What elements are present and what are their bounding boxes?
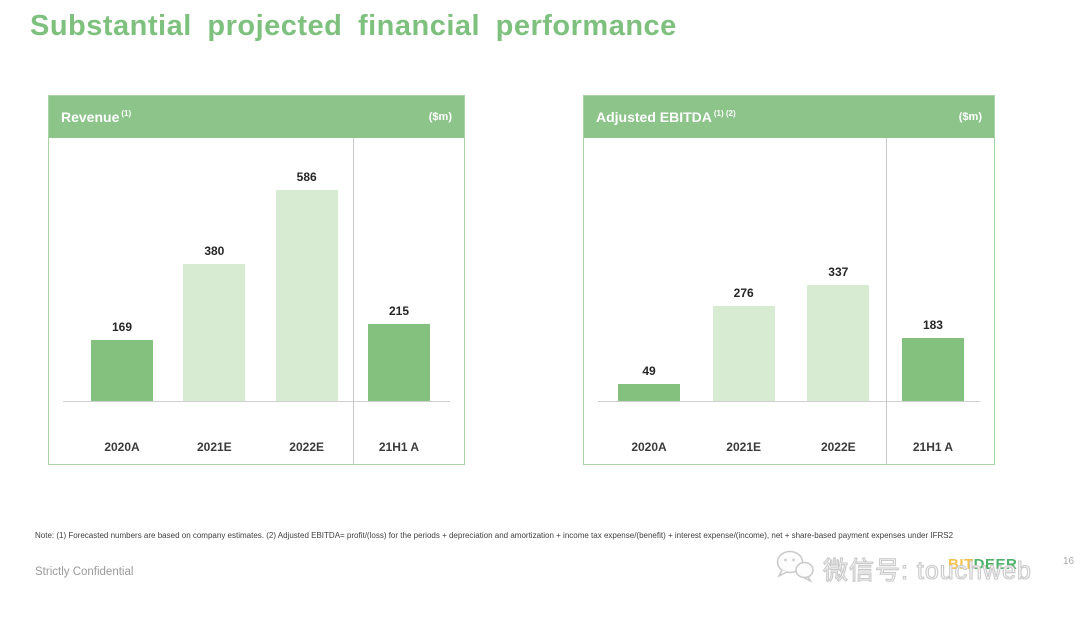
- bar-column-2021E: 276 2021E: [712, 138, 775, 464]
- bar-value-label: 337: [828, 265, 849, 279]
- bar-value-label: 276: [733, 286, 754, 300]
- bar-2020A: [91, 340, 153, 401]
- watermark-text: 微信号: touchweb: [822, 556, 1032, 585]
- ebitda-chart-title-text: Adjusted EBITDA: [596, 109, 712, 125]
- period-separator-line: [886, 138, 887, 464]
- revenue-chart-header: Revenue (1) ($m): [49, 96, 464, 138]
- period-separator-line: [353, 138, 354, 464]
- bar-column-2022E: 586 2022E: [275, 138, 338, 464]
- bitdeer-logo: BITDEER: [948, 556, 1017, 573]
- bar-value-label: 586: [296, 170, 317, 184]
- confidential-label: Strictly Confidential: [35, 566, 134, 578]
- bar-value-label: 49: [642, 364, 656, 378]
- page-title: Substantial projected financial performa…: [30, 10, 677, 42]
- category-label: 2022E: [289, 440, 324, 454]
- ebitda-footnote-ref: (1) (2): [713, 109, 736, 119]
- revenue-chart-plot-area: 169 2020A 380 2021E 586 2022E 215 21H1 A: [49, 138, 464, 464]
- ebitda-chart-panel: Adjusted EBITDA (1) (2) ($m) 49 2020A 276 20…: [583, 95, 995, 465]
- bar-value-label: 380: [204, 244, 225, 258]
- bar-column-21H1 A: 183 21H1 A: [901, 138, 964, 464]
- revenue-chart-title: Revenue (1): [61, 109, 131, 125]
- bar-value-label: 169: [111, 320, 133, 334]
- revenue-unit-label: ($m): [428, 111, 452, 123]
- revenue-footnote-ref: (1): [121, 109, 132, 119]
- bar-2022E: [275, 190, 338, 401]
- bitdeer-logo-bit: BIT: [948, 556, 974, 573]
- bar-column-2020A: 49 2020A: [618, 138, 680, 464]
- bar-2021E: [712, 306, 775, 401]
- footnote: Note: (1) Forecasted numbers are based o…: [35, 531, 954, 540]
- bar-value-label: 215: [388, 304, 409, 318]
- bar-column-2022E: 337 2022E: [807, 138, 870, 464]
- bar-2022E: [807, 285, 870, 401]
- bar-column-2020A: 169 2020A: [91, 138, 153, 464]
- bar-2021E: [183, 264, 246, 401]
- x-axis-baseline: [63, 401, 450, 402]
- wechat-watermark: 微信号: touchweb: [775, 549, 1032, 588]
- category-label: 2021E: [196, 440, 232, 454]
- bitdeer-logo-deer: DEER: [973, 556, 1018, 573]
- page-number: 16: [1063, 556, 1075, 567]
- ebitda-unit-label: ($m): [958, 111, 982, 123]
- category-label: 2020A: [104, 440, 140, 454]
- category-label: 21H1 A: [912, 440, 954, 454]
- bar-2020A: [618, 384, 680, 401]
- ebitda-chart-plot-area: 49 2020A 276 2021E 337 2022E 183 21H1 A: [584, 138, 994, 464]
- bar-value-label: 183: [922, 318, 943, 332]
- revenue-chart-panel: Revenue (1) ($m) 169 2020A 380 2021E 586 2022E…: [48, 95, 465, 465]
- wechat-icon: [775, 549, 815, 588]
- bar-21H1 A: [901, 338, 964, 401]
- category-label: 2022E: [820, 440, 856, 454]
- bar-columns: 49 2020A 276 2021E 337 2022E 183 21H1 A: [584, 138, 994, 464]
- bar-column-21H1 A: 215 21H1 A: [367, 138, 430, 464]
- ebitda-chart-title: Adjusted EBITDA (1) (2): [596, 109, 736, 125]
- category-label: 2021E: [726, 440, 761, 454]
- category-label: 21H1 A: [378, 440, 420, 454]
- x-axis-baseline: [598, 401, 980, 402]
- category-label: 2020A: [631, 440, 667, 454]
- bar-column-2021E: 380 2021E: [183, 138, 246, 464]
- bar-21H1 A: [367, 324, 430, 401]
- ebitda-chart-header: Adjusted EBITDA (1) (2) ($m): [584, 96, 994, 138]
- revenue-chart-title-text: Revenue: [61, 109, 120, 125]
- bar-columns: 169 2020A 380 2021E 586 2022E 215 21H1 A: [49, 138, 464, 464]
